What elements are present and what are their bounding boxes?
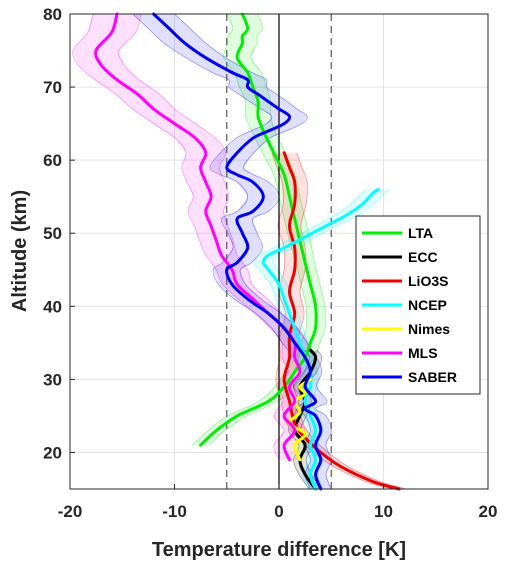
y-tick-label-0: 20	[43, 443, 62, 462]
y-tick-label-3: 50	[43, 224, 62, 243]
y-axis-ticks: 20 30 40 50 60 70 80	[43, 5, 75, 462]
legend-label-mls: MLS	[408, 345, 438, 361]
band-lio3s	[271, 152, 407, 490]
series-line-nimes	[288, 377, 312, 462]
x-tick-label-2: 0	[274, 502, 283, 521]
band-ncep	[253, 189, 391, 489]
legend-label-lta: LTA	[408, 225, 433, 241]
legend-label-saber: SABER	[408, 369, 457, 385]
y-tick-label-4: 60	[43, 151, 62, 170]
band-edge-left-nimes	[283, 379, 306, 460]
legend-label-ncep: NCEP	[408, 297, 447, 313]
x-tick-label-4: 20	[479, 502, 498, 521]
band-edge-left-lta	[192, 13, 308, 446]
series-line-mls	[94, 12, 302, 462]
band-edge-right-saber	[174, 13, 332, 490]
band-edge-right-lta	[208, 13, 327, 446]
legend-label-nimes: Nimes	[408, 321, 450, 337]
series-line-ncep	[261, 187, 380, 491]
band-edge-right-ecc	[300, 349, 323, 490]
band-edge-left-ncep	[253, 189, 366, 490]
series-line-ecc	[293, 348, 318, 491]
series-lines	[94, 12, 401, 491]
band-edge-left-mls	[72, 13, 289, 460]
x-axis-label: Temperature difference [K]	[152, 539, 406, 561]
y-tick-label-6: 80	[43, 5, 62, 24]
band-edge-right-lio3s	[292, 152, 407, 490]
band-saber	[132, 14, 332, 489]
band-edge-left-saber	[132, 13, 311, 490]
band-edge-right-ncep	[272, 189, 392, 490]
legend-label-ecc: ECC	[408, 249, 438, 265]
y-tick-label-5: 70	[43, 78, 62, 97]
y-tick-label-1: 30	[43, 370, 62, 389]
legend: LTA ECC LiO3S NCEP Nimes MLS SABER	[355, 215, 481, 395]
x-tick-label-3: 10	[374, 502, 393, 521]
y-axis-label: Altitude (km)	[9, 190, 31, 312]
series-line-lta	[199, 12, 318, 447]
series-line-saber	[152, 12, 323, 491]
y-tick-label-2: 40	[43, 297, 62, 316]
legend-label-lio3s: LiO3S	[408, 273, 448, 289]
x-tick-label-0: -20	[58, 502, 83, 521]
x-axis-ticks: -20 -10 0 10 20	[58, 484, 498, 521]
x-tick-label-1: -10	[162, 502, 187, 521]
